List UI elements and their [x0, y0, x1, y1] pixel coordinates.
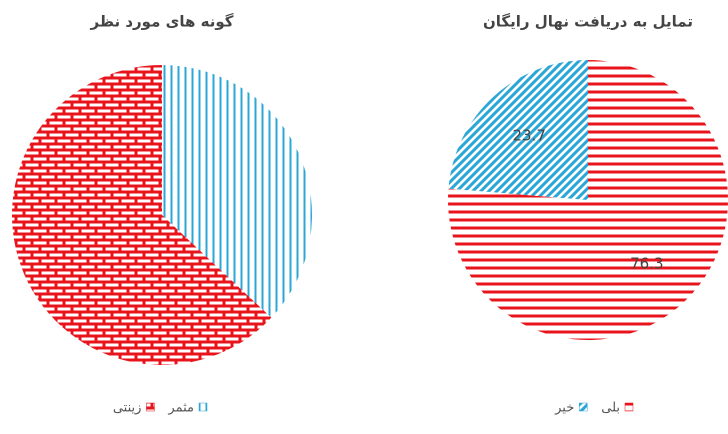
legend-label: بلی [601, 401, 620, 416]
legend-label: خیر [554, 401, 574, 416]
legend-swatch [146, 402, 155, 412]
chart-title: گونه های مورد نظر [90, 13, 234, 31]
legend-swatch [578, 402, 588, 412]
legend-label: مثمر [167, 401, 194, 416]
pie-slice [12, 65, 272, 366]
legend-swatch [624, 402, 634, 412]
data-label: 23.7 [512, 127, 545, 145]
pie-slice [448, 60, 588, 200]
legend-swatch [198, 402, 208, 412]
data-label: 76.3 [630, 254, 663, 272]
legend-label: زینتی [113, 401, 142, 416]
chart-title: تمایل به دریافت نهال رایگان [483, 13, 693, 31]
pie-slice [162, 65, 312, 318]
